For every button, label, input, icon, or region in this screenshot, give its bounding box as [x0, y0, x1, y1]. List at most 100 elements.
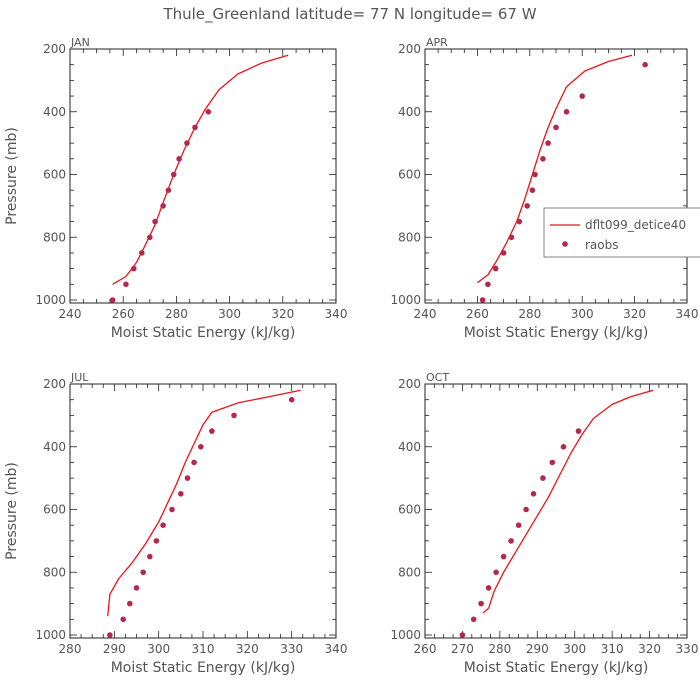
jul-x-tick-label: 290: [103, 642, 126, 656]
jul-obs-point: [178, 491, 184, 497]
jul-x-tick-label: 340: [325, 642, 348, 656]
apr-x-axis-label: Moist Static Energy (kJ/kg): [464, 325, 649, 341]
panel-jan: JAN 240 260 280 300 320 340 200 400 600 800 1000 Moi…: [4, 36, 347, 341]
apr-y-tick-label: 800: [398, 230, 421, 244]
jan-obs-point: [192, 124, 198, 131]
oct-x-tick-label: 310: [601, 642, 624, 656]
jul-y-axis-label: Pressure (mb): [4, 462, 20, 560]
jul-x-tick-label: 330: [280, 642, 303, 656]
legend-obs-label: raobs: [585, 238, 619, 252]
oct-x-tick-label: 290: [526, 642, 549, 656]
jul-x-axis-label: Moist Static Energy (kJ/kg): [111, 660, 296, 676]
jul-y-tick-label: 800: [43, 565, 66, 579]
oct-y-tick-label: 600: [398, 503, 421, 517]
jan-x-tick-label: 320: [271, 307, 294, 321]
oct-obs-point: [523, 506, 529, 513]
jan-obs-point: [131, 265, 137, 272]
jul-obs-point: [127, 600, 133, 607]
apr-obs-point: [563, 109, 570, 115]
apr-obs-point: [524, 203, 530, 209]
jan-obs-point: [109, 297, 116, 303]
oct-plot-frame: [424, 383, 688, 639]
jan-x-tick-label: 240: [59, 307, 82, 321]
oct-obs-point: [493, 569, 499, 576]
apr-x-tick-label: 300: [571, 307, 594, 321]
oct-x-tick-label: 300: [563, 642, 586, 656]
apr-y-tick-label: 400: [398, 105, 421, 119]
oct-x-axis-label: Moist Static Energy (kJ/kg): [464, 660, 649, 676]
jul-model-line: [107, 389, 301, 617]
apr-panel-label: APR: [426, 36, 448, 49]
jul-obs-point: [169, 506, 175, 513]
oct-obs-point: [530, 491, 537, 497]
oct-obs-point: [470, 616, 477, 623]
panel-oct: OCT 260 270 280 290 300 310 320 330 200 400 600 800 1…: [390, 371, 698, 676]
jul-obs-point: [147, 553, 153, 560]
oct-obs-point: [459, 632, 466, 638]
panel-apr: APR 240 260 280 300 320 340 200 400 600 800 1000 Moi…: [390, 36, 698, 341]
jan-x-axis-label: Moist Static Energy (kJ/kg): [111, 325, 296, 341]
apr-obs-point: [579, 93, 585, 99]
jan-obs-point: [123, 281, 129, 288]
jan-obs-point: [176, 156, 182, 162]
jan-y-axis-label: Pressure (mb): [4, 127, 20, 225]
jul-obs-point: [160, 522, 166, 528]
jul-obs-point: [209, 428, 215, 434]
apr-y-tick-label: 200: [398, 42, 421, 56]
apr-y-tick-label: 1000: [390, 293, 421, 307]
jul-x-tick-label: 300: [147, 642, 170, 656]
oct-obs-point: [560, 444, 567, 450]
panel-jul: JUL 280 290 300 310 320 330 340 200 400 600 800 1000…: [4, 371, 347, 676]
jul-x-tick-label: 320: [236, 642, 259, 656]
oct-obs-point: [485, 585, 492, 591]
apr-obs-point: [529, 187, 536, 193]
apr-obs-point: [479, 297, 486, 303]
figure-title: Thule_Greenland latitude= 77 N longitude…: [162, 5, 536, 24]
oct-x-tick-label: 260: [414, 642, 437, 656]
jan-y-tick-label: 400: [43, 105, 66, 119]
jan-y-tick-label: 200: [43, 42, 66, 56]
apr-obs-point: [508, 234, 515, 241]
jul-obs-point: [120, 616, 126, 623]
jan-obs-point: [205, 109, 212, 115]
oct-obs-point: [540, 475, 546, 481]
jul-obs-point: [133, 585, 140, 591]
oct-obs-point: [549, 459, 556, 466]
oct-y-tick-label: 1000: [390, 628, 421, 642]
apr-obs-point: [500, 250, 507, 256]
jan-x-tick-label: 300: [218, 307, 241, 321]
jan-y-tick-label: 600: [43, 168, 66, 182]
apr-obs-point: [540, 156, 546, 162]
apr-y-tick-label: 600: [398, 168, 421, 182]
jul-y-tick-label: 600: [43, 503, 66, 517]
jul-x-tick-label: 280: [59, 642, 82, 656]
oct-y-tick-label: 400: [398, 440, 421, 454]
jul-obs-point: [184, 475, 191, 481]
jan-obs-point: [160, 203, 166, 209]
jan-x-tick-label: 280: [165, 307, 188, 321]
jan-panel-label: JAN: [70, 36, 90, 49]
jul-y-tick-label: 200: [43, 377, 66, 391]
apr-obs-point: [485, 281, 491, 288]
jul-panel-label: JUL: [70, 371, 89, 384]
apr-plot-frame: [424, 48, 688, 304]
apr-obs-point: [545, 140, 551, 146]
jan-obs-point: [152, 218, 158, 225]
jul-obs-point: [140, 569, 146, 576]
apr-x-tick-label: 340: [676, 307, 699, 321]
jul-y-tick-label: 1000: [35, 628, 66, 642]
jan-x-tick-label: 340: [325, 307, 348, 321]
jul-x-tick-label: 310: [192, 642, 215, 656]
apr-obs-point: [532, 171, 538, 178]
apr-x-tick-label: 240: [414, 307, 437, 321]
jul-obs-point: [231, 412, 237, 419]
jul-obs-point: [191, 459, 197, 466]
oct-model-line: [482, 389, 654, 614]
jan-model-line: [112, 54, 289, 285]
apr-x-tick-label: 280: [518, 307, 541, 321]
jan-x-tick-label: 260: [112, 307, 135, 321]
apr-x-tick-label: 260: [466, 307, 489, 321]
jan-y-tick-label: 1000: [35, 293, 66, 307]
jan-y-tick-label: 800: [43, 230, 66, 244]
oct-obs-point: [508, 538, 514, 544]
